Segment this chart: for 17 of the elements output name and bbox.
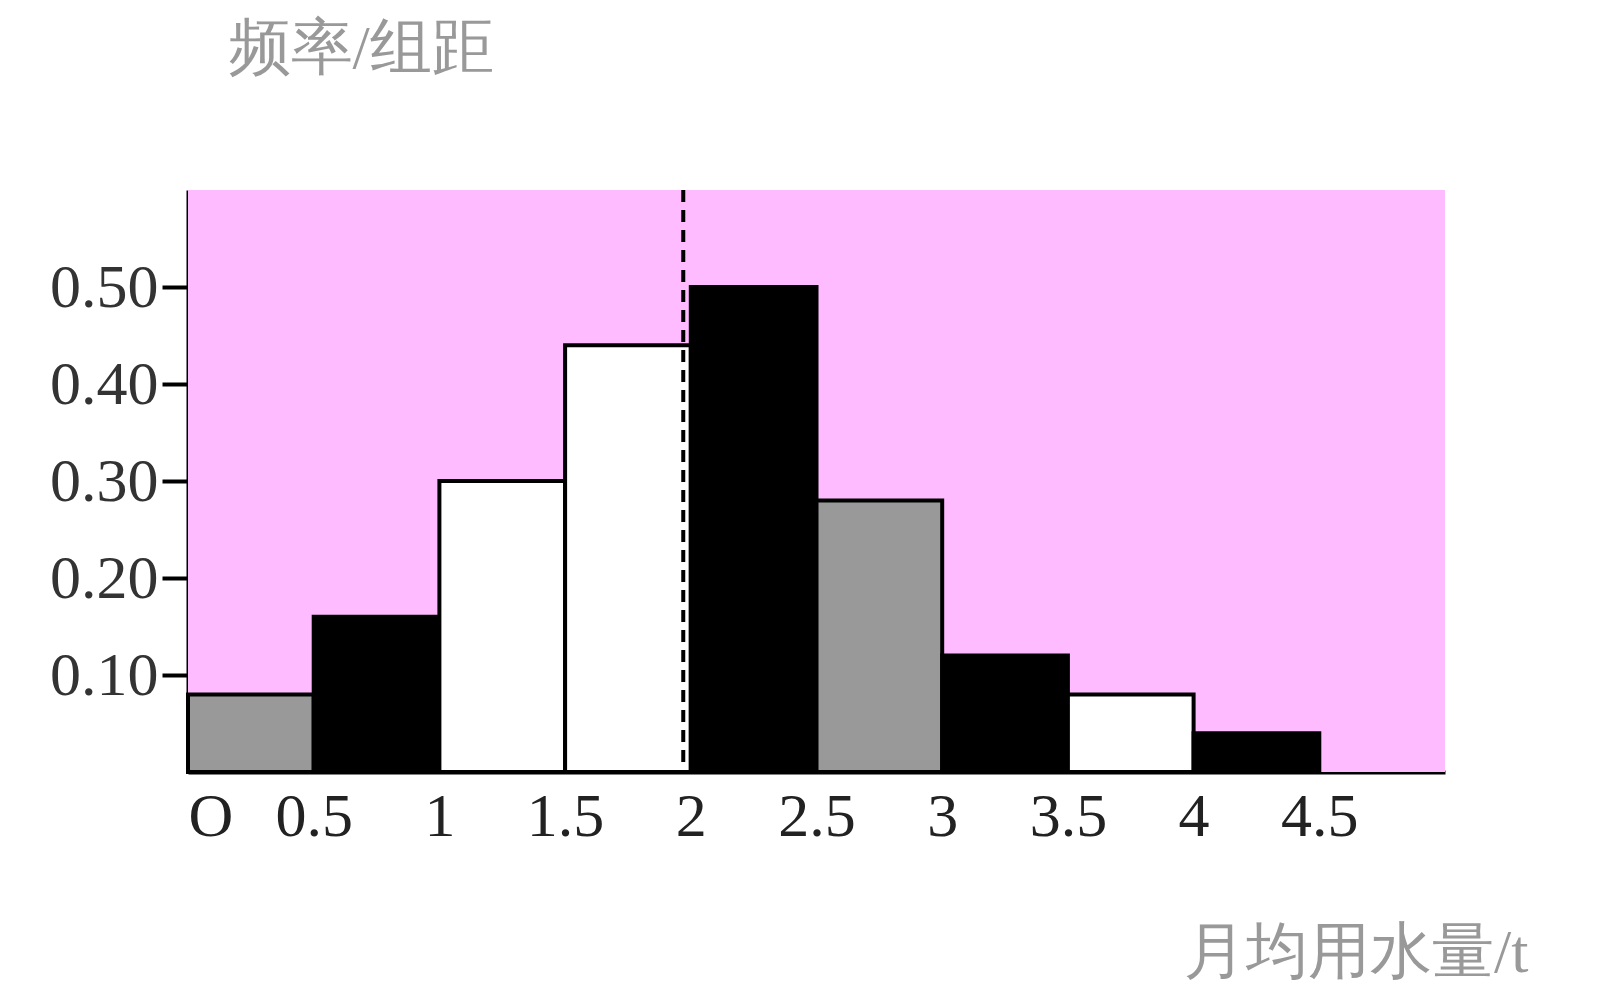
x-tick-label: 2 [675, 780, 707, 849]
x-axis-title: 月均用水量/t [1184, 916, 1529, 985]
x-tick-label: 1.5 [526, 780, 605, 849]
x-tick-label: 3 [927, 780, 959, 849]
x-tick-label: 3.5 [1029, 780, 1108, 849]
x-tick-label: 2.5 [778, 780, 856, 849]
y-tick-label: 0.20 [50, 542, 159, 611]
x-tick-label: O [188, 780, 234, 849]
y-axis-title: 频率/组距 [228, 12, 494, 81]
x-tick-label: 1 [424, 780, 456, 849]
x-tick-label: 0.5 [275, 780, 353, 849]
y-tick-label: 0.40 [50, 348, 159, 417]
y-tick-label: 0.10 [50, 639, 159, 708]
x-tick-label: 4.5 [1281, 780, 1359, 849]
x-tick-label: 4 [1178, 780, 1210, 849]
y-tick-label: 0.30 [50, 445, 159, 514]
y-tick-label: 0.50 [50, 251, 159, 320]
